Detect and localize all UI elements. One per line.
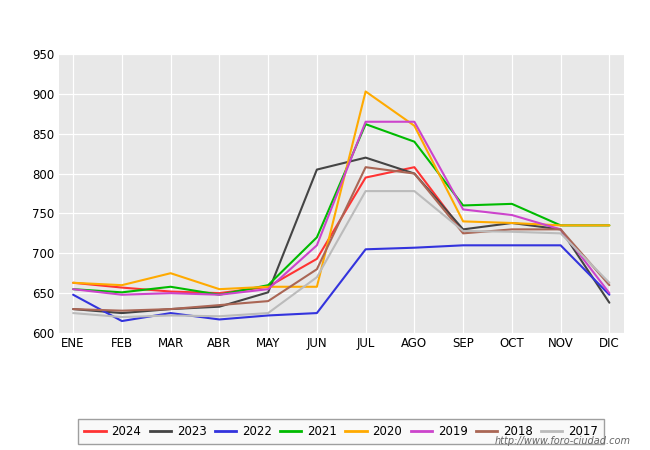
Legend: 2024, 2023, 2022, 2021, 2020, 2019, 2018, 2017: 2024, 2023, 2022, 2021, 2020, 2019, 2018… (79, 419, 604, 444)
Text: Afiliados en Binaced a 30/9/2024: Afiliados en Binaced a 30/9/2024 (188, 12, 462, 30)
Text: http://www.foro-ciudad.com: http://www.foro-ciudad.com (495, 436, 630, 446)
